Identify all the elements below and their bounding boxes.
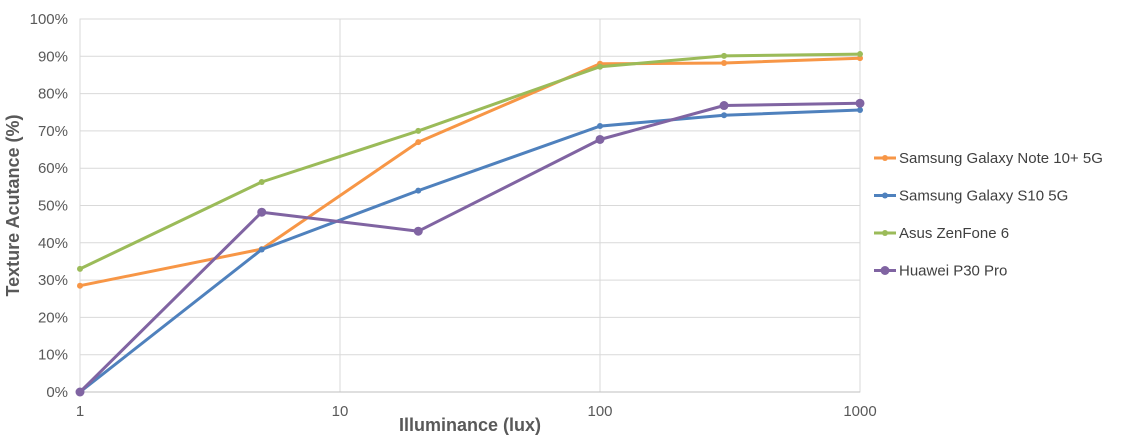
data-point (721, 52, 728, 59)
x-tick-label: 10 (332, 403, 349, 420)
data-point (855, 98, 865, 108)
y-tick-label: 80% (38, 86, 68, 103)
y-axis-ticks: 0% 10% 20% 30% 40% 50% 60% 70% 80% 90% 100% (30, 11, 68, 401)
data-point (258, 179, 265, 186)
series-group (75, 98, 865, 397)
legend-label: Asus ZenFone 6 (899, 225, 1009, 242)
data-point (77, 265, 83, 272)
y-tick-label: 70% (38, 123, 68, 140)
legend-label: Huawei P30 Pro (899, 263, 1007, 280)
series-line (78, 52, 862, 271)
data-point (595, 134, 605, 144)
legend-label: Samsung Galaxy S10 5G (899, 188, 1068, 205)
data-point (721, 60, 728, 67)
data-point (857, 55, 863, 62)
data-point (415, 139, 422, 146)
legend-swatch-marker (882, 192, 888, 199)
y-tick-label: 50% (38, 198, 68, 215)
y-tick-label: 90% (38, 48, 68, 65)
legend-swatch-marker (882, 155, 888, 161)
series-line (78, 56, 862, 288)
series-group (77, 51, 863, 272)
y-tick-label: 60% (38, 160, 68, 177)
legend-item: Samsung Galaxy S10 5G (874, 188, 1068, 205)
series-layer (75, 51, 865, 397)
data-point (597, 63, 603, 70)
data-point (597, 123, 603, 130)
y-tick-label: 40% (38, 235, 68, 252)
series-line (78, 108, 862, 394)
y-tick-label: 100% (30, 11, 68, 28)
data-point (857, 51, 863, 58)
x-axis-ticks: 1 10 100 1000 (76, 403, 877, 420)
data-point (415, 187, 422, 194)
legend-item: Asus ZenFone 6 (874, 225, 1009, 242)
y-tick-label: 30% (38, 272, 68, 289)
legend-item: Samsung Galaxy Note 10+ 5G (874, 150, 1103, 167)
data-point (77, 282, 83, 289)
x-tick-label: 1000 (843, 403, 876, 420)
legend-label: Samsung Galaxy Note 10+ 5G (899, 150, 1103, 167)
x-axis-title: Illuminance (lux) (399, 415, 541, 435)
y-tick-label: 10% (38, 347, 68, 364)
legend: Samsung Galaxy Note 10+ 5G Samsung Galaxy… (874, 150, 1103, 280)
y-tick-label: 0% (46, 384, 68, 401)
data-point (857, 107, 863, 114)
y-tick-label: 20% (38, 309, 68, 326)
series-line (78, 101, 862, 394)
data-point (721, 112, 728, 119)
data-point (75, 387, 85, 397)
legend-swatch-marker (880, 266, 890, 275)
legend-swatch-marker (882, 230, 888, 236)
data-point (257, 207, 267, 217)
x-tick-label: 100 (587, 403, 612, 420)
legend-item: Huawei P30 Pro (874, 263, 1007, 280)
series-group (77, 107, 863, 395)
x-tick-label: 1 (76, 403, 84, 420)
data-point (719, 101, 729, 111)
data-point (258, 246, 265, 253)
data-point (415, 127, 422, 134)
data-point (413, 226, 423, 236)
y-axis-title: Texture Acutance (%) (3, 114, 23, 296)
